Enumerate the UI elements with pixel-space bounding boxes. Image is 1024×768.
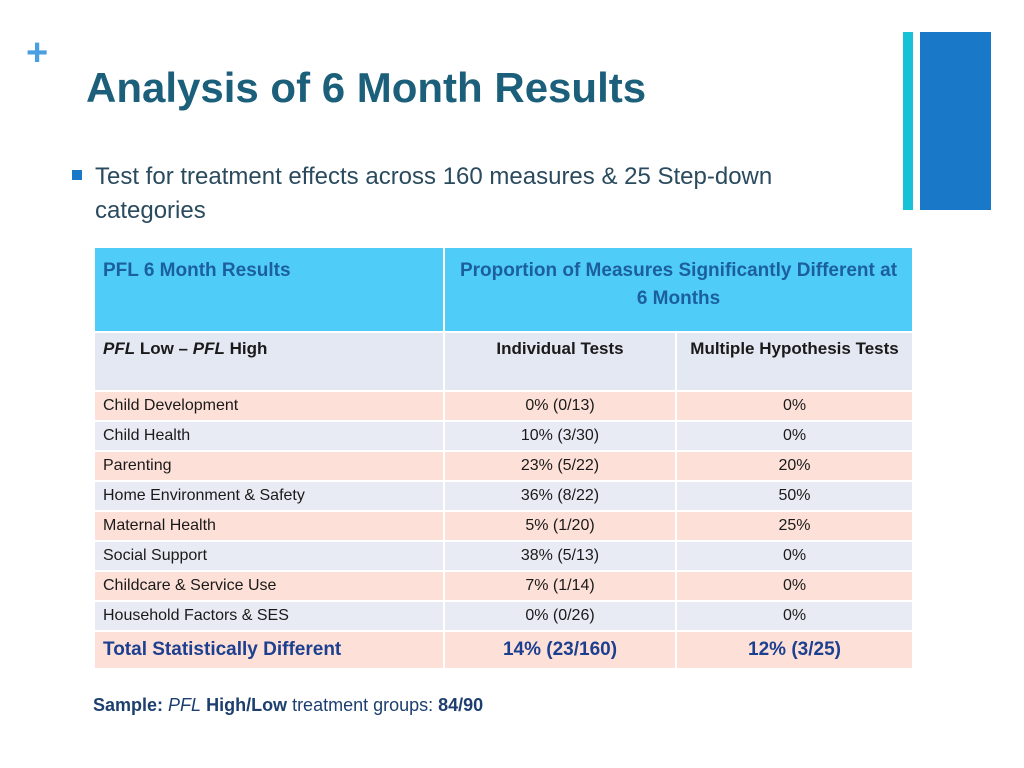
table-row: Household Factors & SES 0% (0/26) 0% xyxy=(93,600,915,632)
table-row: Child Development 0% (0/13) 0% xyxy=(93,390,915,422)
total-label: Total Statistically Different xyxy=(93,630,445,670)
row-label: Child Health xyxy=(93,420,445,452)
row-individual: 0% (0/26) xyxy=(443,600,677,632)
row-individual: 5% (1/20) xyxy=(443,510,677,542)
row-label: Home Environment & Safety xyxy=(93,480,445,512)
row-label: Parenting xyxy=(93,450,445,482)
table-row: Parenting 23% (5/22) 20% xyxy=(93,450,915,482)
bullet-text: Test for treatment effects across 160 me… xyxy=(95,163,773,224)
row-label: Household Factors & SES xyxy=(93,600,445,632)
row-multiple: 0% xyxy=(674,390,915,422)
row-label: Social Support xyxy=(93,540,445,572)
plus-icon: + xyxy=(26,32,49,74)
total-individual: 14% (23/160) xyxy=(443,630,677,670)
results-table: PFL 6 Month Results Proportion of Measur… xyxy=(93,246,915,670)
sample-label: Sample: xyxy=(93,695,164,715)
row-label: Maternal Health xyxy=(93,510,445,542)
sample-groups: High/Low xyxy=(206,695,288,715)
sample-text: treatment groups: xyxy=(287,695,439,715)
sample-value: 84/90 xyxy=(438,695,484,715)
accent-bar-thick xyxy=(920,32,991,210)
table-subheader-row: PFL Low – PFL High Individual Tests Mult… xyxy=(93,331,915,392)
subheader-multiple-tests: Multiple Hypothesis Tests xyxy=(674,331,915,392)
table-header-row: PFL 6 Month Results Proportion of Measur… xyxy=(93,246,915,333)
row-multiple: 0% xyxy=(674,540,915,572)
row-individual: 38% (5/13) xyxy=(443,540,677,572)
total-multiple: 12% (3/25) xyxy=(674,630,915,670)
table-row: Home Environment & Safety 36% (8/22) 50% xyxy=(93,480,915,512)
row-individual: 36% (8/22) xyxy=(443,480,677,512)
bullet-square-icon xyxy=(72,170,82,180)
sample-note: Sample: PFL High/Low treatment groups: 8… xyxy=(93,693,483,717)
subheader-comparison: PFL Low – PFL High xyxy=(93,331,445,392)
subheader-pfl-2: PFL xyxy=(192,339,225,358)
row-individual: 0% (0/13) xyxy=(443,390,677,422)
table-row: Maternal Health 5% (1/20) 25% xyxy=(93,510,915,542)
row-multiple: 25% xyxy=(674,510,915,542)
row-multiple: 0% xyxy=(674,420,915,452)
row-individual: 7% (1/14) xyxy=(443,570,677,602)
subheader-individual-tests: Individual Tests xyxy=(443,331,677,392)
subheader-low: Low – xyxy=(135,339,193,358)
table-total-row: Total Statistically Different 14% (23/16… xyxy=(93,630,915,670)
row-multiple: 50% xyxy=(674,480,915,512)
row-label: Childcare & Service Use xyxy=(93,570,445,602)
row-individual: 23% (5/22) xyxy=(443,450,677,482)
row-label: Child Development xyxy=(93,390,445,422)
header-results-label: PFL 6 Month Results xyxy=(93,246,445,333)
row-multiple: 0% xyxy=(674,600,915,632)
row-multiple: 20% xyxy=(674,450,915,482)
subheader-pfl-1: PFL xyxy=(103,339,136,358)
slide-title: Analysis of 6 Month Results xyxy=(86,64,647,111)
row-multiple: 0% xyxy=(674,570,915,602)
table-row: Child Health 10% (3/30) 0% xyxy=(93,420,915,452)
accent-bar-thin xyxy=(903,32,913,210)
row-individual: 10% (3/30) xyxy=(443,420,677,452)
table-row: Childcare & Service Use 7% (1/14) 0% xyxy=(93,570,915,602)
sample-pfl: PFL xyxy=(168,695,202,715)
header-proportion-label: Proportion of Measures Significantly Dif… xyxy=(442,246,915,333)
subheader-high: High xyxy=(224,339,268,358)
table-row: Social Support 38% (5/13) 0% xyxy=(93,540,915,572)
